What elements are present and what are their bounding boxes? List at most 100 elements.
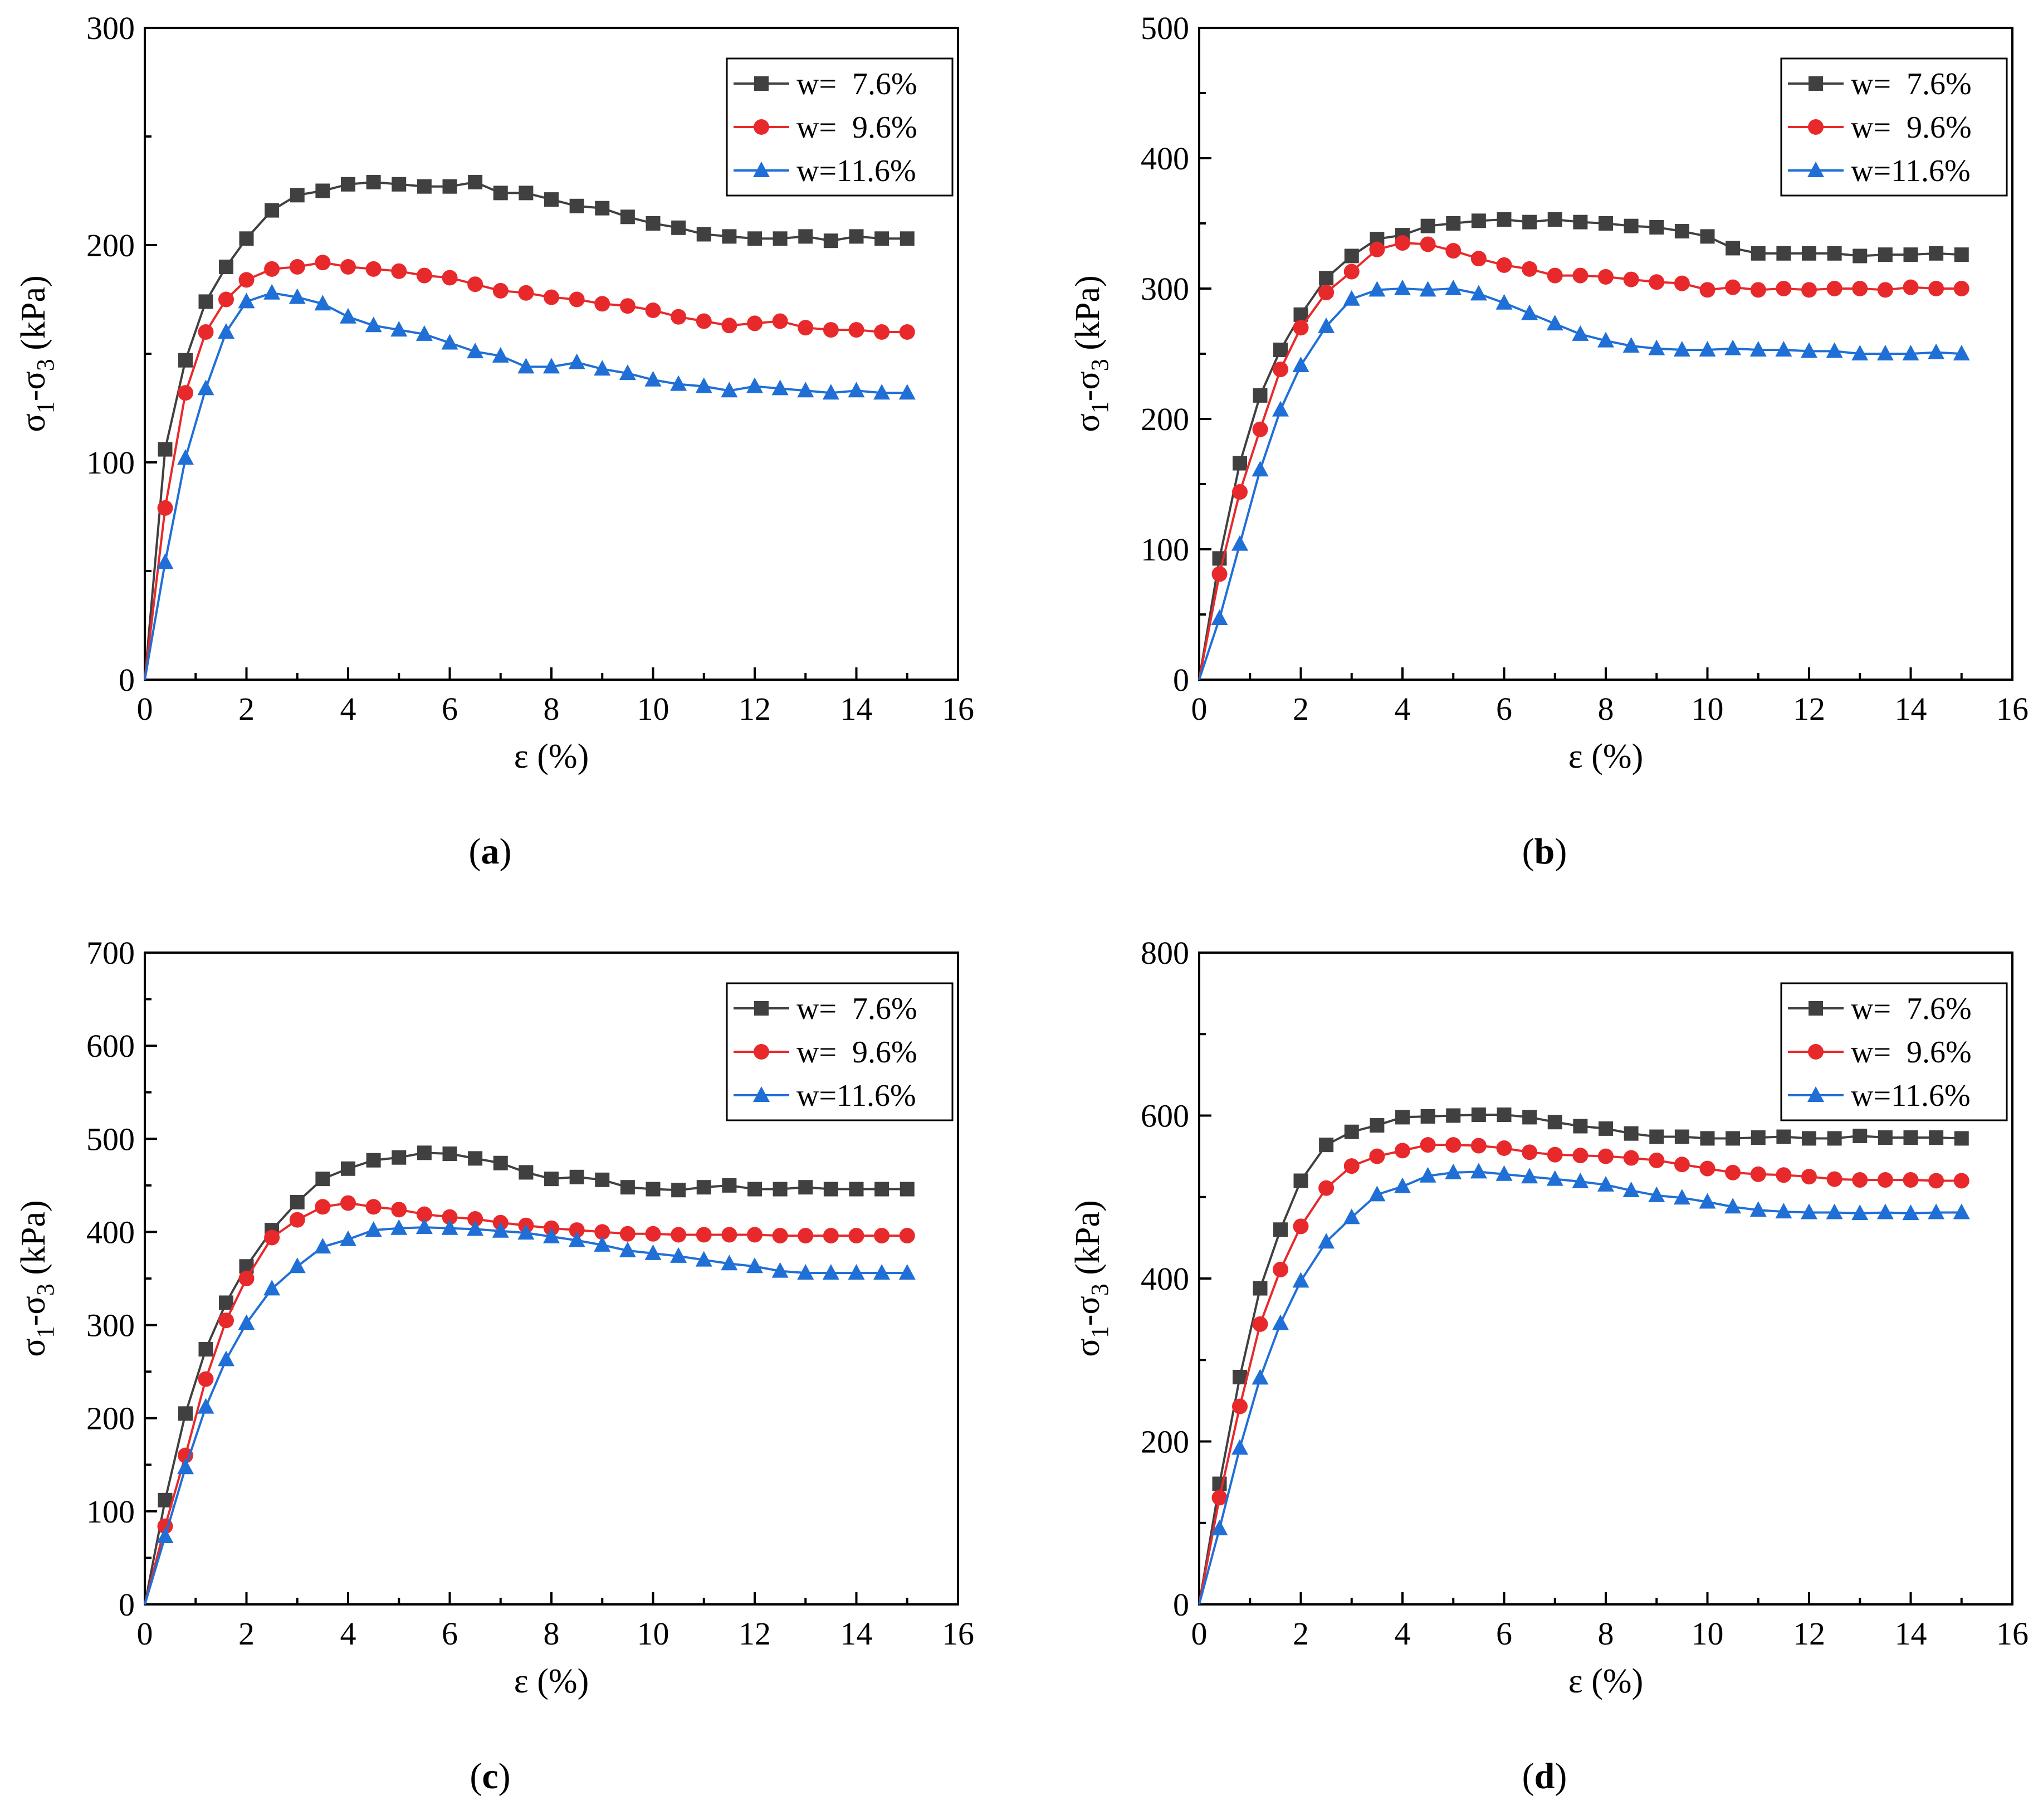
data-point-triangle <box>848 382 865 398</box>
y-tick-label: 700 <box>86 935 135 971</box>
legend-label: w=11.6% <box>796 1079 916 1113</box>
data-point-circle <box>1572 267 1589 284</box>
y-label-sub1: 1 <box>1086 1326 1113 1338</box>
data-point-square <box>442 1146 457 1162</box>
legend-label: w=11.6% <box>1851 1079 1971 1113</box>
data-point-triangle <box>1394 280 1411 295</box>
data-point-circle <box>1623 1150 1639 1166</box>
data-point-square <box>754 76 769 91</box>
data-point-circle <box>218 291 234 308</box>
data-point-square <box>595 1172 610 1187</box>
data-point-triangle <box>1546 1170 1563 1186</box>
data-point-triangle <box>771 379 789 396</box>
caption-open: ( <box>470 1756 482 1797</box>
x-axis-label: ε (%) <box>514 1662 589 1700</box>
data-point-square <box>1344 1124 1359 1139</box>
caption-letter: d <box>1534 1756 1555 1797</box>
data-point-circle <box>1877 282 1893 298</box>
data-point-circle <box>874 324 890 340</box>
data-point-square <box>620 1180 635 1195</box>
data-point-triangle <box>289 1257 306 1273</box>
data-point-square <box>1497 212 1512 227</box>
data-point-square <box>595 201 610 216</box>
data-point-square <box>1273 1222 1288 1237</box>
data-point-circle <box>1598 1148 1614 1164</box>
data-point-square <box>747 231 762 246</box>
data-point-circle <box>238 1271 255 1286</box>
data-point-square <box>417 179 432 194</box>
data-point-circle <box>1445 243 1462 259</box>
data-point-circle <box>1750 1166 1766 1182</box>
data-point-triangle <box>1272 401 1289 417</box>
data-point-triangle <box>1807 1086 1824 1102</box>
data-point-triangle <box>644 370 662 387</box>
data-point-square <box>1471 1107 1486 1123</box>
data-point-square <box>366 174 381 189</box>
data-point-circle <box>416 267 432 284</box>
series-3 <box>1198 1163 1970 1605</box>
data-point-circle <box>798 320 814 336</box>
data-point-circle <box>1318 1180 1335 1196</box>
data-point-circle <box>848 1228 864 1244</box>
data-point-square <box>1809 76 1823 91</box>
data-point-triangle <box>416 1218 433 1235</box>
x-tick-label: 2 <box>1293 1616 1309 1652</box>
data-point-square <box>823 233 838 248</box>
x-tick-label: 16 <box>942 1616 974 1652</box>
data-point-triangle <box>1368 281 1386 297</box>
data-point-square <box>392 177 407 192</box>
x-tick-label: 16 <box>942 691 974 727</box>
data-point-square <box>1344 248 1359 264</box>
data-point-square <box>754 1001 769 1016</box>
data-point-triangle <box>1699 1193 1716 1209</box>
data-point-circle <box>1699 1160 1715 1177</box>
data-point-circle <box>1343 1158 1360 1174</box>
series-3 <box>144 1218 916 1605</box>
x-tick-label: 12 <box>739 691 771 727</box>
data-point-triangle <box>721 1255 738 1271</box>
data-point-circle <box>798 1228 814 1244</box>
legend-label: w= 9.6% <box>1851 110 1972 145</box>
data-point-square <box>1726 241 1741 256</box>
data-point-triangle <box>238 1314 255 1330</box>
x-tick-label: 0 <box>1191 691 1208 727</box>
data-point-triangle <box>1445 1163 1462 1179</box>
data-point-square <box>1674 224 1689 239</box>
data-point-triangle <box>517 1224 535 1240</box>
data-point-triangle <box>1749 1201 1767 1217</box>
data-point-square <box>468 1151 483 1166</box>
data-point-circle <box>899 1228 915 1244</box>
y-tick-label: 500 <box>1141 10 1189 46</box>
y-label-unit: (kPa) <box>1069 1200 1107 1284</box>
data-point-square <box>341 177 355 192</box>
data-point-circle <box>619 298 636 314</box>
y-axis-label: σ1-σ3 (kPa) <box>1069 1200 1113 1357</box>
legend: w= 7.6% w= 9.6% w=11.6% <box>1780 57 2008 197</box>
data-point-square <box>671 1183 686 1198</box>
data-point-triangle <box>1495 294 1513 310</box>
series-line <box>1198 242 1962 680</box>
y-tick-label: 0 <box>1173 1587 1189 1623</box>
data-point-circle <box>1801 1169 1817 1185</box>
data-point-triangle <box>1622 336 1640 353</box>
data-point-triangle <box>797 1263 814 1280</box>
data-point-circle <box>518 285 534 301</box>
data-point-triangle <box>822 1263 839 1280</box>
data-point-square <box>1809 1001 1823 1016</box>
data-point-circle <box>1928 281 1944 296</box>
data-point-triangle <box>467 1220 484 1236</box>
data-point-square <box>1420 1109 1435 1124</box>
data-point-circle <box>315 1199 331 1215</box>
legend-label: w=11.6% <box>1851 154 1971 188</box>
y-tick-label: 100 <box>1141 531 1189 568</box>
y-label-unit: (kPa) <box>14 275 52 359</box>
x-tick-label: 4 <box>1395 1616 1411 1652</box>
data-point-circle <box>1750 282 1766 298</box>
y-tick-label: 100 <box>86 1494 135 1530</box>
caption-letter: a <box>481 831 500 872</box>
data-point-circle <box>874 1228 890 1244</box>
data-point-triangle <box>1343 290 1360 306</box>
data-point-triangle <box>1749 340 1767 357</box>
data-point-circle <box>1496 257 1512 273</box>
data-point-circle <box>1369 1148 1385 1164</box>
